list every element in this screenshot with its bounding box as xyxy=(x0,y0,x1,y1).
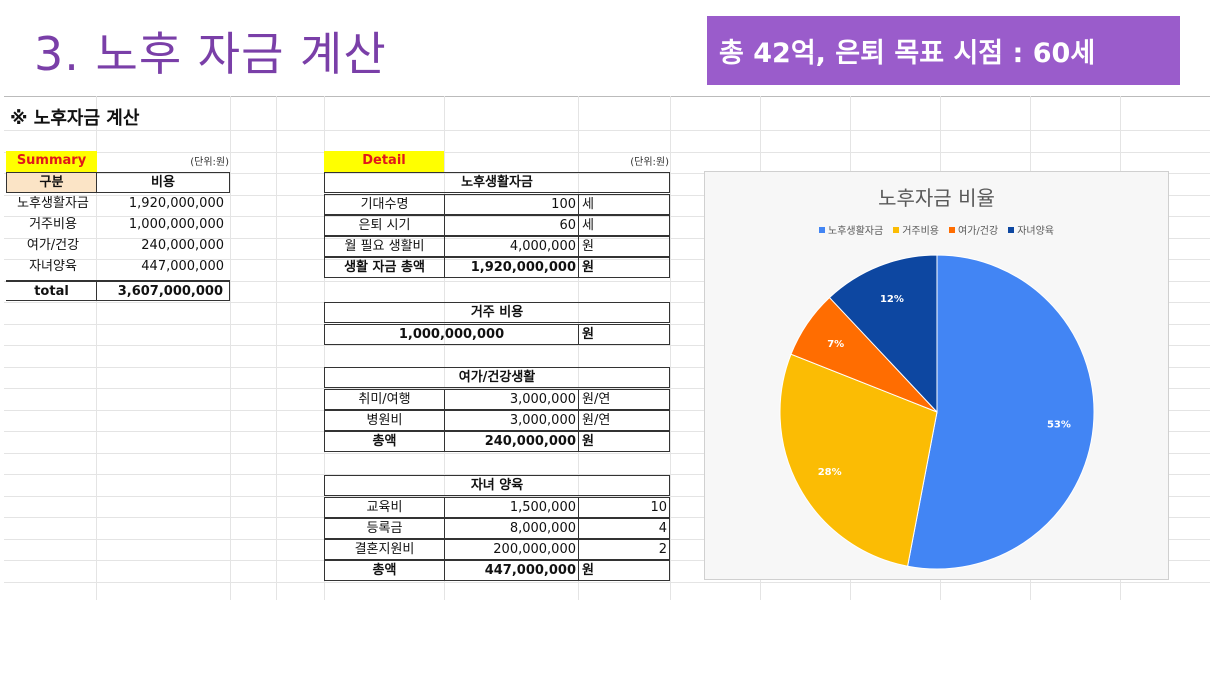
living-row-name: 월 필요 생활비 xyxy=(324,236,445,257)
legend-label: 노후생활자금 xyxy=(828,226,884,237)
housing-unit: 원 xyxy=(578,324,670,345)
legend-item: 여가/건강 xyxy=(949,222,998,237)
children-row-name: 교육비 xyxy=(324,497,445,518)
living-row-value: 100 xyxy=(444,194,579,215)
living-header: 노후생활자금 xyxy=(324,172,670,193)
chart-title: 노후자금 비율 xyxy=(878,186,995,210)
legend-item: 자녀양육 xyxy=(1008,222,1054,237)
legend-swatch xyxy=(949,226,956,233)
children-row-value: 200,000,000 xyxy=(444,539,579,560)
living-total-unit: 원 xyxy=(578,257,670,278)
living-total-value: 1,920,000,000 xyxy=(444,257,579,278)
summary-header-cost: 비용 xyxy=(96,172,230,193)
sheet-title: ※ 노후자금 계산 xyxy=(10,108,140,129)
legend-label: 거주비용 xyxy=(902,226,940,237)
legend-label: 자녀양육 xyxy=(1017,226,1054,237)
pie-slice-2[interactable] xyxy=(779,353,938,567)
living-total-label: 생활 자금 총액 xyxy=(324,257,445,278)
children-total-unit: 원 xyxy=(578,560,670,581)
spreadsheet: ※ 노후자금 계산 Summary (단위:원) 구분 비용 노후생활자금 1,… xyxy=(4,96,1210,600)
living-row-unit: 원 xyxy=(578,236,670,257)
leisure-row-value: 3,000,000 xyxy=(444,389,579,410)
children-row-name: 결혼지원비 xyxy=(324,539,445,560)
children-row-count: 10 xyxy=(578,497,670,518)
living-row-name: 은퇴 시기 xyxy=(324,215,445,236)
leisure-header: 여가/건강생활 xyxy=(324,367,670,388)
pie-chart[interactable]: 노후자금 비율 노후생활자금 거주비용 여가/건강 자녀양육 53% 28% 7% 12% xyxy=(704,171,1169,580)
living-row-unit: 세 xyxy=(578,194,670,215)
pie-slice-4[interactable] xyxy=(828,254,938,414)
living-row-value: 4,000,000 xyxy=(444,236,579,257)
pie-data-label: 12% xyxy=(880,294,904,305)
leisure-row-name: 취미/여행 xyxy=(324,389,445,410)
leisure-total-unit: 원 xyxy=(578,431,670,452)
children-row-value: 8,000,000 xyxy=(444,518,579,539)
living-row-unit: 세 xyxy=(578,215,670,236)
housing-header: 거주 비용 xyxy=(324,302,670,323)
summary-badge: 총 42억, 은퇴 목표 시점 : 60세 xyxy=(707,16,1180,85)
summary-total-value: 3,607,000,000 xyxy=(96,280,230,301)
summary-row-value: 1,920,000,000 xyxy=(128,196,224,211)
children-header: 자녀 양육 xyxy=(324,475,670,496)
housing-value: 1,000,000,000 xyxy=(324,324,579,345)
summary-row-name: 거주비용 xyxy=(29,217,77,232)
pie-svg: 53% 28% 7% 12% xyxy=(779,254,1095,570)
children-row-name: 등록금 xyxy=(324,518,445,539)
legend-item: 거주비용 xyxy=(893,222,939,237)
summary-unit: (단위:원) xyxy=(190,157,229,168)
detail-label: Detail xyxy=(324,151,444,172)
pie-data-label: 28% xyxy=(818,467,842,478)
leisure-total-value: 240,000,000 xyxy=(444,431,579,452)
children-row-count: 2 xyxy=(578,539,670,560)
children-row-value: 1,500,000 xyxy=(444,497,579,518)
leisure-row-unit: 원/연 xyxy=(578,389,670,410)
children-row-count: 4 xyxy=(578,518,670,539)
summary-row-name: 자녀양육 xyxy=(29,259,77,274)
children-total-label: 총액 xyxy=(324,560,445,581)
leisure-row-name: 병원비 xyxy=(324,410,445,431)
summary-header-category: 구분 xyxy=(6,172,97,193)
living-row-name: 기대수명 xyxy=(324,194,445,215)
summary-row-value: 1,000,000,000 xyxy=(128,217,224,232)
legend-swatch xyxy=(819,226,825,233)
summary-row-name: 노후생활자금 xyxy=(17,196,89,211)
detail-unit: (단위:원) xyxy=(630,157,669,168)
summary-row-value: 447,000,000 xyxy=(141,259,224,274)
pie-slice-1[interactable] xyxy=(906,254,1095,570)
summary-label: Summary xyxy=(6,151,97,172)
legend-label: 여가/건강 xyxy=(958,226,999,237)
children-total-value: 447,000,000 xyxy=(444,560,579,581)
leisure-total-label: 총액 xyxy=(324,431,445,452)
legend-item: 노후생활자금 xyxy=(819,222,883,237)
pie-data-label: 7% xyxy=(827,339,844,350)
summary-row-value: 240,000,000 xyxy=(141,238,224,253)
pie-data-label: 53% xyxy=(1047,420,1071,431)
living-row-value: 60 xyxy=(444,215,579,236)
summary-total-label: total xyxy=(6,280,97,301)
legend-swatch xyxy=(893,226,900,233)
slide-title: 3. 노후 자금 계산 xyxy=(34,27,387,81)
summary-row-name: 여가/건강 xyxy=(26,238,80,253)
leisure-row-value: 3,000,000 xyxy=(444,410,579,431)
chart-legend: 노후생활자금 거주비용 여가/건강 자녀양육 xyxy=(705,222,1168,237)
leisure-row-unit: 원/연 xyxy=(578,410,670,431)
legend-swatch xyxy=(1008,226,1015,233)
